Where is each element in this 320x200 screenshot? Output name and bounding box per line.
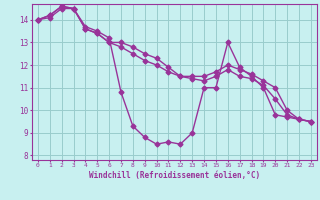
X-axis label: Windchill (Refroidissement éolien,°C): Windchill (Refroidissement éolien,°C) <box>89 171 260 180</box>
